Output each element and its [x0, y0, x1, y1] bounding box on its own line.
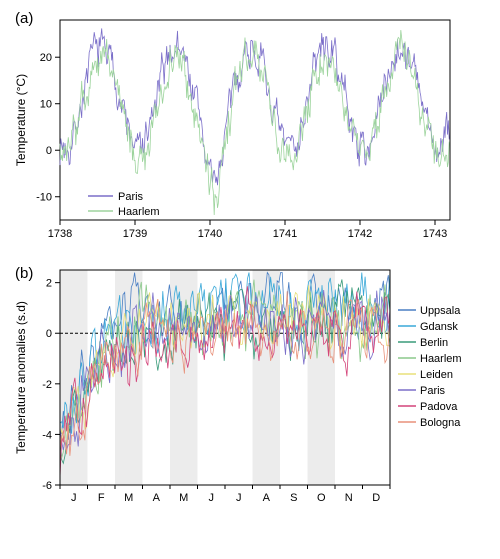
panel-a-container: (a) -10 0 10 20 1738 1739 1740 1741 1742 1743 Temp…: [10, 10, 490, 250]
legend-item: Uppsala: [420, 305, 461, 317]
svg-text:-6: -6: [42, 480, 52, 492]
svg-text:1742: 1742: [348, 228, 372, 240]
svg-text:N: N: [345, 492, 353, 504]
panel-b-container: (b) -6 -4 -2 0 2 J F M A M J J A S O N D Temperature anom…: [10, 265, 490, 510]
svg-text:10: 10: [40, 99, 52, 111]
svg-text:0: 0: [46, 328, 52, 340]
svg-text:20: 20: [40, 52, 52, 64]
svg-text:1739: 1739: [123, 228, 147, 240]
legend-item: Leiden: [420, 369, 453, 381]
month-shade: [60, 270, 88, 485]
panel-a-label: (a): [15, 10, 33, 27]
legend-item: Haarlem: [118, 206, 160, 218]
svg-text:Temperature anomalies (s.d): Temperature anomalies (s.d): [14, 301, 28, 454]
svg-text:Temperature (°C): Temperature (°C): [14, 74, 28, 166]
svg-text:A: A: [153, 492, 161, 504]
svg-text:1743: 1743: [423, 228, 447, 240]
panel-b-label: (b): [15, 265, 33, 282]
month-shade: [115, 270, 143, 485]
svg-text:O: O: [317, 492, 326, 504]
svg-text:J: J: [71, 492, 77, 504]
legend-item: Padova: [420, 401, 458, 413]
legend-item: Paris: [420, 385, 446, 397]
svg-text:D: D: [372, 492, 380, 504]
legend-item: Haarlem: [420, 353, 462, 365]
legend-item: Bologna: [420, 417, 461, 429]
legend-item: Paris: [118, 191, 144, 203]
svg-text:0: 0: [46, 145, 52, 157]
svg-text:-2: -2: [42, 379, 52, 391]
svg-text:S: S: [290, 492, 297, 504]
panel-b-chart: -6 -4 -2 0 2 J F M A M J J A S O N D Temperature anomalie…: [10, 265, 490, 510]
legend-item: Gdansk: [420, 321, 458, 333]
svg-text:-4: -4: [42, 429, 52, 441]
svg-text:A: A: [263, 492, 271, 504]
svg-text:-10: -10: [36, 192, 52, 204]
svg-text:M: M: [124, 492, 133, 504]
svg-text:2: 2: [46, 278, 52, 290]
svg-text:F: F: [98, 492, 105, 504]
svg-text:1740: 1740: [198, 228, 222, 240]
svg-text:1738: 1738: [48, 228, 72, 240]
svg-text:J: J: [236, 492, 242, 504]
legend-item: Berlin: [420, 337, 448, 349]
panel-a-chart: -10 0 10 20 1738 1739 1740 1741 1742 1743 Temperat…: [10, 10, 460, 250]
svg-text:M: M: [179, 492, 188, 504]
svg-text:1741: 1741: [273, 228, 297, 240]
svg-text:J: J: [209, 492, 215, 504]
